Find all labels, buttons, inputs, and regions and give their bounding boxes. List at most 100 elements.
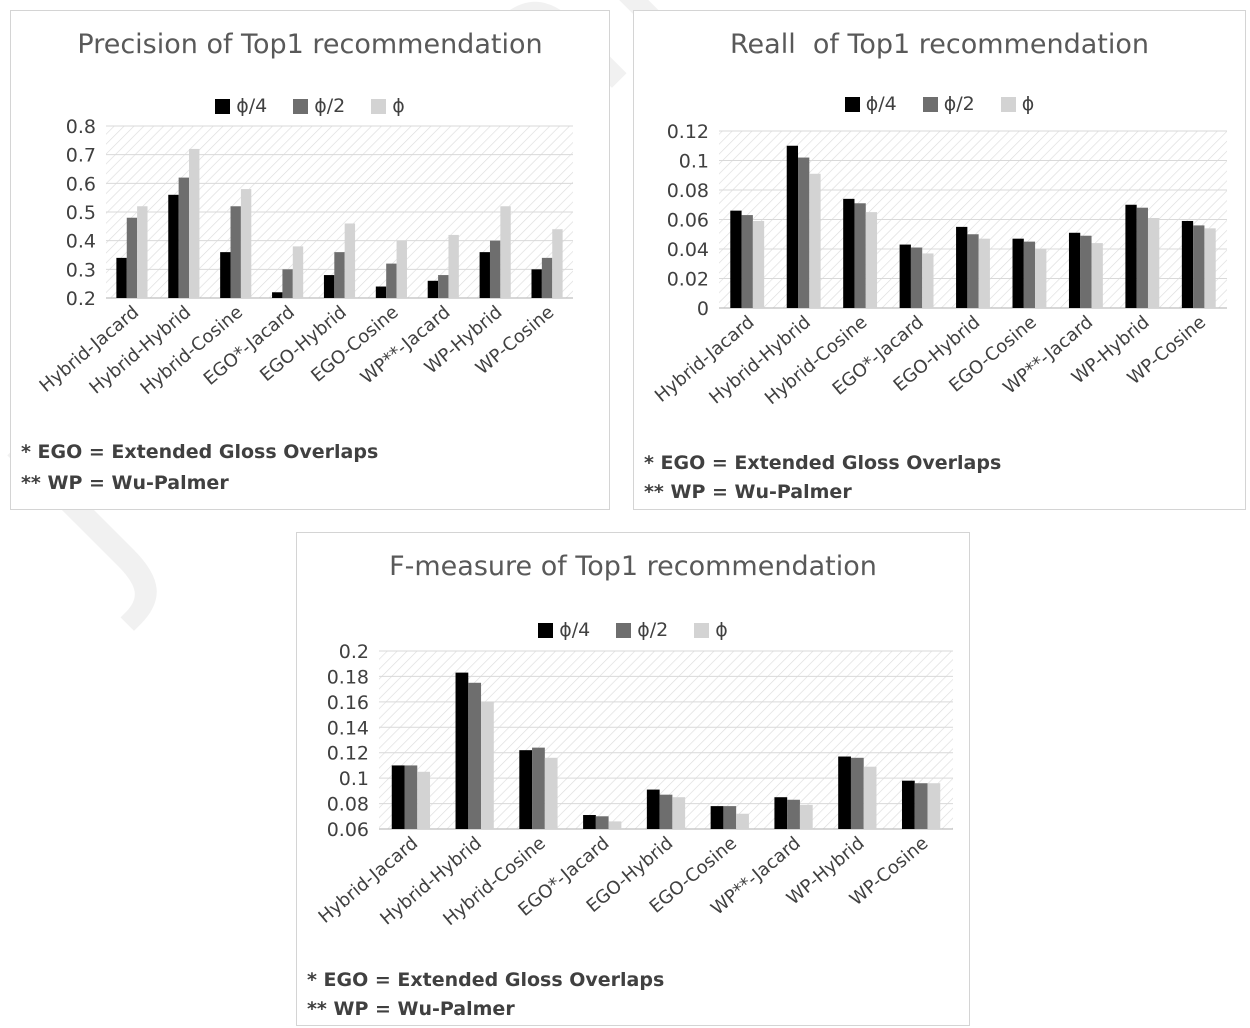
bar [220,252,231,298]
bar [137,206,148,298]
y-tick-label: 0.12 [667,121,709,143]
y-tick-label: 0.04 [667,239,709,261]
bar [126,217,138,298]
legend-label: ϕ/2 [314,95,346,117]
bar [116,257,127,298]
y-tick-label: 0.08 [667,180,709,202]
bar [927,783,941,829]
bar [427,280,439,298]
chart-title: Reall of Top1 recommendation [729,29,1149,60]
bar [519,750,533,829]
precision-chart-panel: Precision of Top1 recommendation ϕ/4 ϕ/2… [10,10,610,510]
bar [552,229,563,298]
legend-label: ϕ/2 [637,619,669,641]
bar [1068,232,1081,308]
y-tick-label: 0.7 [66,145,96,167]
chart-title: Precision of Top1 recommendation [77,29,543,60]
bar [752,220,765,308]
bar [730,210,742,308]
footnote-wp: ** WP = Wu-Palmer [644,481,852,503]
bar [798,157,810,308]
bar [659,794,673,829]
legend-label: ϕ/4 [236,95,268,117]
bar [1181,220,1194,308]
bar [282,269,293,298]
bar [272,292,283,298]
legend-label: ϕ/2 [943,93,975,115]
bar [1147,218,1160,308]
bar [774,797,788,829]
y-tick-label: 0.1 [679,151,709,173]
bar [438,275,449,298]
legend-item-phi2: ϕ/2 [616,619,668,641]
fmeasure-chart-svg: 0.20.180.160.140.120.10.080.06Hybrid-Jac… [315,641,953,930]
bar [391,765,405,829]
bar [786,145,799,308]
bar [865,212,878,308]
legend-swatch-phi [1000,96,1016,112]
fmeasure-chart-panel: F-measure of Top1 recommendation ϕ/4 ϕ/2… [296,532,970,1026]
legend-item-phi4: ϕ/4 [538,619,590,641]
y-tick-label: 0.2 [66,288,96,310]
chart-legend: ϕ/4 ϕ/2 ϕ [11,95,609,117]
bar [863,766,877,829]
legend-item-phi2: ϕ/2 [293,95,345,117]
bar [500,206,511,298]
bar [843,198,855,308]
y-tick-label: 0.2 [339,641,369,663]
bar [978,238,990,308]
bar [646,789,660,829]
bar [479,252,490,298]
legend-swatch-phi4 [215,98,231,114]
y-tick-label: 0.8 [66,116,96,138]
bar [168,194,179,298]
bar [386,263,397,298]
y-tick-label: 0.3 [66,259,96,281]
bar [404,765,418,829]
bar [595,816,609,829]
bar [448,234,459,298]
bar [850,757,864,829]
bar [956,226,968,308]
legend-label: ϕ/4 [865,93,897,115]
legend-item-phi2: ϕ/2 [922,93,975,115]
legend-label: ϕ [392,95,405,117]
bar [967,234,979,308]
legend-item-phi4: ϕ/4 [215,95,267,117]
bar [838,756,851,829]
legend-item-phi4: ϕ/4 [844,93,897,115]
legend-swatch-phi [371,98,387,114]
y-tick-label: 0.16 [327,692,369,714]
legend-label: ϕ/4 [559,619,591,641]
bar [541,257,553,298]
bar [375,286,387,298]
bar [899,244,911,308]
legend-swatch-phi2 [922,96,938,112]
bar [468,682,482,829]
bar [334,252,345,298]
footnote-wp: ** WP = Wu-Palmer [21,472,229,494]
legend-label: ϕ [715,619,728,641]
y-tick-label: 0.06 [667,210,709,232]
y-tick-label: 0.14 [327,717,369,739]
legend-item-phi: ϕ [1000,93,1034,115]
bar [901,780,915,829]
bar [723,806,737,829]
recall-chart-panel: Reall of Top1 recommendation ϕ/4 ϕ/2 ϕ 0… [633,10,1246,510]
bar [344,223,356,298]
bar [710,806,724,829]
x-tick-label: Hybrid-Hybrid [705,312,815,409]
bar [922,253,934,308]
legend-item-phi: ϕ [694,619,728,641]
bar [531,269,542,298]
y-tick-label: 0.6 [66,173,96,195]
footnote-ego: * EGO = Extended Gloss Overlaps [307,969,665,991]
bar [532,747,545,829]
y-tick-label: 0.08 [327,794,369,816]
bar [672,797,686,829]
y-tick-label: 0.5 [66,202,96,224]
bar [741,215,753,308]
recall-chart-svg: 0.120.10.080.060.040.020Hybrid-JacardHyb… [651,121,1227,409]
bar [292,246,304,298]
bar [455,672,469,829]
